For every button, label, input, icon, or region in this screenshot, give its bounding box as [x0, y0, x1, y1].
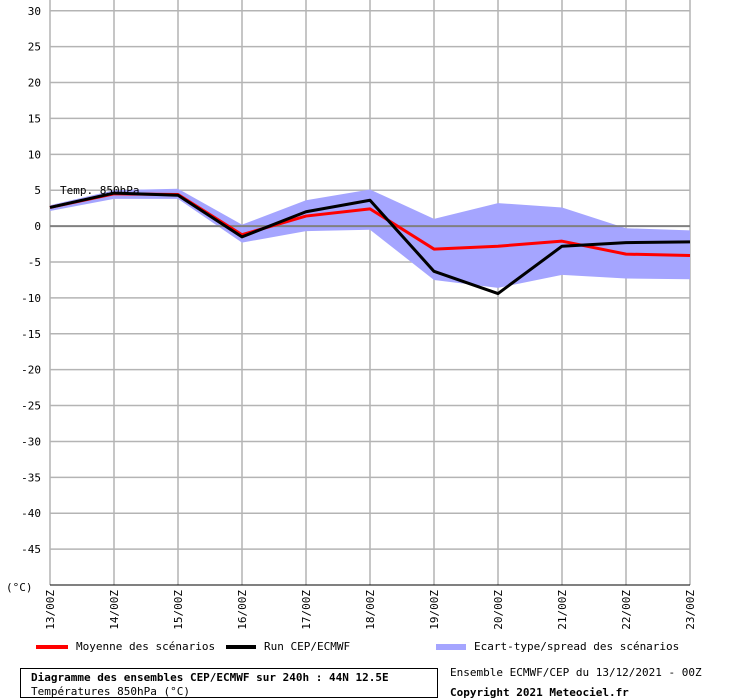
x-tick-label: 23/00Z	[684, 590, 697, 630]
y-tick-label: -5	[28, 256, 41, 269]
y-tick-label: -40	[21, 507, 41, 520]
y-tick-label: -10	[21, 292, 41, 305]
legend-run: Run CEP/ECMWF	[226, 640, 350, 653]
y-tick-label: 15	[28, 112, 41, 125]
y-unit-label: (°C)	[6, 581, 33, 594]
series-label: Temp. 850hPa	[60, 184, 139, 197]
x-tick-label: 21/00Z	[556, 590, 569, 630]
legend-spread-label: Ecart-type/spread des scénarios	[474, 640, 680, 653]
y-tick-label: -45	[21, 543, 41, 556]
legend-mean-label: Moyenne des scénarios	[76, 640, 216, 653]
x-tick-label: 17/00Z	[300, 590, 313, 630]
x-tick-label: 22/00Z	[620, 590, 633, 630]
y-tick-labels: 30 25 20 15 10 5 0 -5 -10 -15 -20 -25 -30 -35 -40 -45	[21, 5, 41, 556]
legend-spread-swatch	[436, 643, 466, 650]
y-tick-label: -30	[21, 435, 41, 448]
legend-run-label: Run CEP/ECMWF	[264, 640, 351, 653]
y-tick-label: 25	[28, 41, 41, 54]
x-tick-label: 19/00Z	[428, 590, 441, 630]
ensemble-run-info: Ensemble ECMWF/CEP du 13/12/2021 - 00Z	[450, 666, 702, 679]
footer-info: Ensemble ECMWF/CEP du 13/12/2021 - 00Z C…	[450, 666, 702, 700]
copyright-text: Copyright 2021 Meteociel.fr	[450, 686, 629, 699]
y-tick-label: 5	[34, 184, 41, 197]
legend-run-swatch	[226, 644, 256, 649]
footer-subtitle: Températures 850hPa (°C)	[31, 685, 190, 698]
y-tick-label: 0	[34, 220, 41, 233]
y-tick-label: -25	[21, 400, 41, 413]
y-tick-label: -35	[21, 471, 41, 484]
x-tick-label: 18/00Z	[364, 590, 377, 630]
legend-mean: Moyenne des scénarios	[36, 640, 215, 653]
x-tick-label: 13/00Z	[44, 590, 57, 630]
y-tick-label: 30	[28, 5, 41, 18]
x-tick-labels: 13/00Z 14/00Z 15/00Z 16/00Z 17/00Z 18/00Z 19/0…	[44, 590, 697, 630]
x-tick-label: 20/00Z	[492, 590, 505, 630]
y-tick-label: -20	[21, 364, 41, 377]
legend-spread: Ecart-type/spread des scénarios	[436, 640, 679, 653]
footer-title: Diagramme des ensembles CEP/ECMWF sur 24…	[31, 671, 389, 684]
y-tick-label: -15	[21, 328, 41, 341]
chart-area: 30 25 20 15 10 5 0 -5 -10 -15 -20 -25 -30 -35 -40 -45 1…	[6, 0, 697, 630]
grid	[49, 0, 691, 586]
x-tick-label: 15/00Z	[172, 590, 185, 630]
x-tick-label: 16/00Z	[236, 590, 249, 630]
series-lines	[49, 191, 691, 296]
run-series-line	[49, 191, 691, 296]
footer-title-box: Diagramme des ensembles CEP/ECMWF sur 24…	[20, 668, 438, 698]
x-tick-label: 14/00Z	[108, 590, 121, 630]
y-tick-label: 20	[28, 77, 41, 90]
y-tick-label: 10	[28, 148, 41, 161]
legend-mean-swatch	[36, 644, 68, 649]
